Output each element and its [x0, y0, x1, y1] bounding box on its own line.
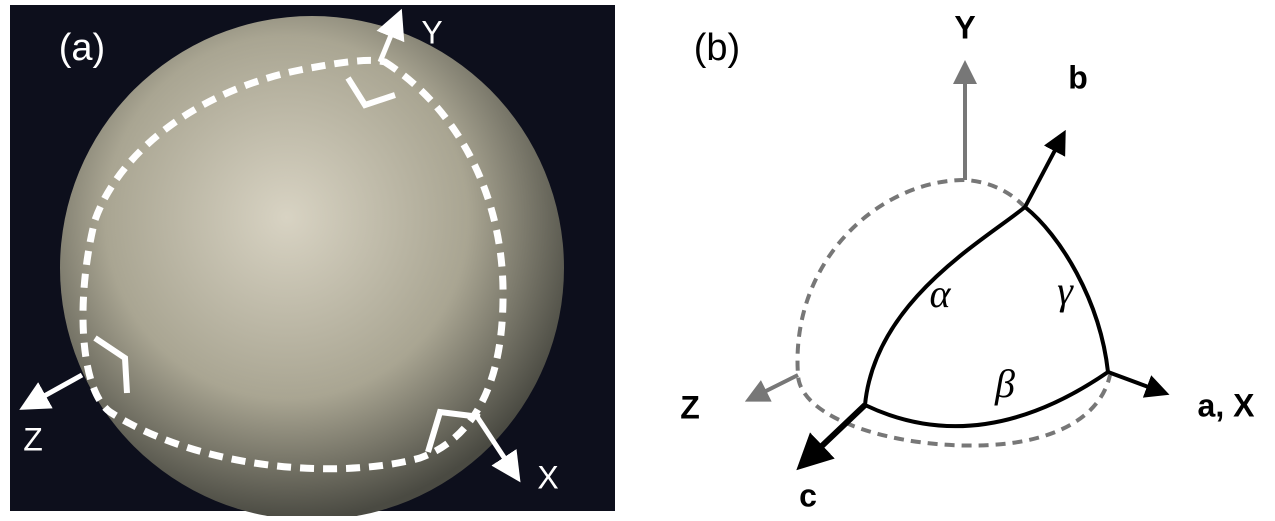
- diagram-panel: (b) Y b Z a, X c α β γ: [680, 9, 1255, 513]
- corner-mark: [425, 408, 481, 453]
- z-arrow: [19, 372, 84, 410]
- photo-panel: (a) Y Z X: [10, 5, 615, 520]
- x-arrow: [475, 416, 521, 483]
- dashed-outline: [79, 56, 507, 473]
- angle-label: β: [994, 361, 1015, 406]
- axis-label: b: [1068, 59, 1088, 95]
- axis-label: Z: [23, 421, 43, 457]
- axis-label: c: [799, 477, 817, 513]
- axis-label: a, X: [1198, 387, 1256, 423]
- panel-label: (a): [59, 27, 105, 69]
- angle-label: α: [930, 271, 952, 316]
- b-arrow: [1023, 129, 1066, 208]
- a-arrow: [1107, 370, 1170, 398]
- axis-label: X: [537, 459, 558, 495]
- y-arrow: [376, 8, 405, 63]
- spherical-triangle: [862, 204, 1111, 429]
- angle-label: γ: [1057, 268, 1074, 313]
- panel-label: (b): [694, 27, 740, 69]
- z-arrow: [744, 373, 799, 402]
- c-arrow: [796, 402, 868, 471]
- globe: [60, 16, 564, 520]
- corner-mark: [93, 335, 130, 394]
- axis-label: Y: [421, 14, 442, 50]
- corner-mark: [345, 76, 396, 109]
- dashed-circle: [795, 177, 1112, 448]
- axis-label: Y: [954, 9, 975, 45]
- axis-label: Z: [680, 389, 700, 425]
